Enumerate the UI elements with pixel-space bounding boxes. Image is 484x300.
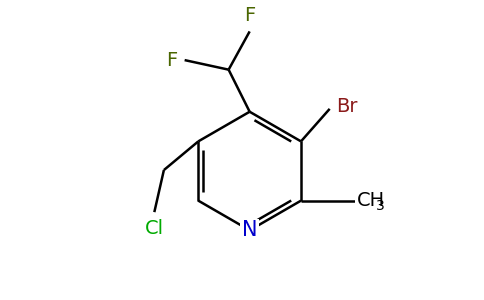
Text: Br: Br [336,98,358,116]
Text: Cl: Cl [145,219,164,238]
Text: N: N [242,220,257,240]
Text: 3: 3 [377,199,385,213]
Text: F: F [166,51,178,70]
Text: F: F [244,5,255,25]
Text: CH: CH [356,191,385,210]
